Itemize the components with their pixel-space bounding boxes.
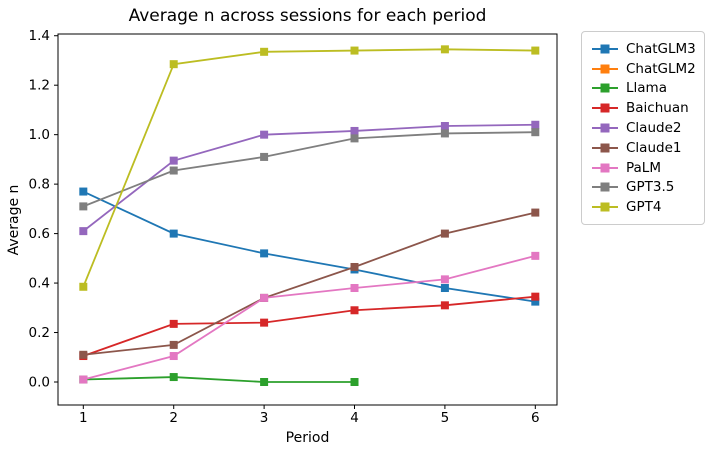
chart-title: Average n across sessions for each perio… [128, 6, 487, 26]
y-tick-label: 0.8 [29, 177, 50, 193]
series-marker-claude2 [79, 227, 88, 236]
legend-item-claude2: Claude2 [591, 118, 696, 138]
series-line-claude1 [83, 211, 536, 356]
y-tick-label: 0.4 [29, 276, 50, 292]
x-tick-label: 4 [350, 410, 359, 426]
series-marker-gpt3-5 [440, 129, 449, 138]
series-marker-claude1 [169, 340, 178, 349]
legend-label-llama: Llama [626, 80, 667, 97]
series-marker-gpt4 [440, 45, 449, 54]
series-marker-chatglm3 [169, 229, 178, 238]
series-marker-llama [169, 373, 178, 382]
series-marker-gpt4 [350, 46, 359, 55]
plot-axes-box [57, 33, 558, 406]
legend-marker-icon [592, 182, 618, 192]
series-marker-gpt4 [79, 282, 88, 291]
series-marker-gpt3-5 [260, 152, 269, 161]
series-marker-baichuan [440, 301, 449, 310]
y-tick-label: 1.4 [29, 28, 50, 44]
x-axis-label: Period [285, 430, 330, 446]
series-marker-claude1 [79, 350, 88, 359]
series-marker-claude1 [531, 208, 540, 217]
legend-item-llama: Llama [591, 79, 696, 99]
x-tick-label: 2 [169, 410, 178, 426]
series-marker-gpt3-5 [169, 166, 178, 175]
series-line-claude2 [82, 123, 536, 232]
legend-label-gpt3-5: GPT3.5 [626, 179, 675, 196]
series-marker-gpt4 [169, 60, 178, 69]
series-marker-claude2 [531, 120, 540, 129]
x-tick-label: 1 [79, 410, 88, 426]
series-marker-chatglm3 [260, 249, 269, 258]
series-marker-llama [350, 377, 359, 386]
series-marker-gpt3-5 [79, 202, 88, 211]
y-tick-label: 1.2 [29, 78, 50, 94]
series-marker-palm [169, 352, 178, 361]
series-marker-claude2 [440, 122, 449, 131]
series-line-baichuan [83, 295, 536, 357]
legend-label-chatglm3: ChatGLM3 [626, 40, 696, 57]
legend-label-palm: PaLM [626, 159, 661, 176]
legend-item-claude1: Claude1 [591, 138, 696, 158]
x-tick-label: 6 [531, 410, 540, 426]
legend-marker-icon [592, 123, 618, 133]
legend-item-chatglm2: ChatGLM2 [591, 59, 696, 79]
legend-marker-icon [592, 83, 618, 93]
y-axis-label: Average n [6, 184, 22, 256]
series-marker-palm [531, 251, 540, 260]
series-marker-llama [260, 377, 269, 386]
series-marker-gpt3-5 [350, 134, 359, 143]
legend-marker-icon [592, 202, 618, 212]
legend-marker-icon [592, 103, 618, 113]
y-tick-label: 0.0 [29, 374, 50, 390]
series-marker-claude2 [350, 126, 359, 135]
legend-marker-icon [592, 44, 618, 54]
legend-box: ChatGLM3 ChatGLM2 Llama Baichuan Claude2 Clau… [581, 31, 705, 225]
legend-marker-icon [592, 143, 618, 153]
series-marker-chatglm3 [79, 187, 88, 196]
legend-item-gpt4: GPT4 [591, 197, 696, 217]
legend-item-baichuan: Baichuan [591, 98, 696, 118]
series-marker-claude2 [169, 156, 178, 165]
series-line-llama [83, 376, 355, 383]
legend-label-baichuan: Baichuan [626, 100, 689, 117]
legend-marker-icon [592, 163, 618, 173]
legend-item-gpt3-5: GPT3.5 [591, 177, 696, 197]
series-marker-baichuan [350, 306, 359, 315]
x-tick-label: 3 [260, 410, 269, 426]
series-marker-claude1 [350, 262, 359, 271]
series-marker-baichuan [169, 319, 178, 328]
legend-label-gpt4: GPT4 [626, 199, 662, 216]
series-marker-palm [350, 284, 359, 293]
series-marker-chatglm3 [440, 284, 449, 293]
series-marker-baichuan [531, 292, 540, 301]
series-marker-baichuan [260, 318, 269, 327]
legend-marker-icon [592, 64, 618, 74]
series-line-chatglm3 [82, 190, 536, 303]
x-tick-label: 5 [441, 410, 450, 426]
legend-label-claude2: Claude2 [626, 120, 682, 137]
legend-item-chatglm3: ChatGLM3 [591, 39, 696, 59]
series-marker-palm [79, 375, 88, 384]
series-marker-palm [440, 275, 449, 284]
series-marker-palm [260, 293, 269, 302]
series-marker-gpt4 [260, 47, 269, 56]
legend-label-claude1: Claude1 [626, 139, 682, 156]
series-line-gpt3-5 [82, 131, 536, 208]
series-marker-gpt3-5 [531, 128, 540, 137]
series-line-gpt4 [82, 48, 536, 288]
series-marker-chatglm3 [531, 297, 540, 306]
series-marker-claude2 [260, 130, 269, 139]
legend-item-palm: PaLM [591, 158, 696, 178]
series-marker-claude1 [440, 229, 449, 238]
legend-label-chatglm2: ChatGLM2 [626, 60, 696, 77]
series-marker-gpt4 [531, 46, 540, 55]
y-tick-label: 1.0 [29, 127, 50, 143]
y-tick-label: 0.2 [29, 325, 50, 341]
series-line-palm [83, 254, 536, 381]
y-tick-label: 0.6 [29, 226, 50, 242]
